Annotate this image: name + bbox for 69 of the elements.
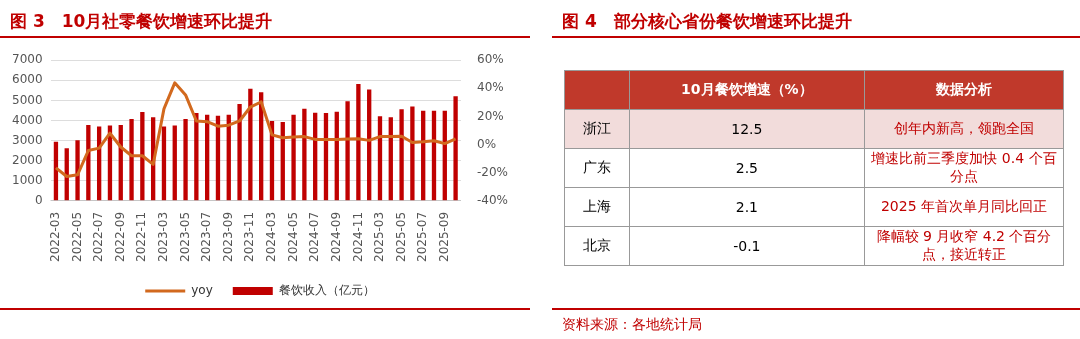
x-tick-label: 2024-07 bbox=[307, 211, 322, 262]
bar bbox=[194, 113, 199, 201]
chart-title: 图 3 10月社零餐饮增速环比提升 bbox=[0, 6, 530, 38]
x-tick-label: 2024-09 bbox=[328, 211, 343, 262]
y-tick-label: 7000 bbox=[11, 52, 43, 67]
x-tick-label: 2022-03 bbox=[48, 211, 63, 262]
x-tick-label: 2025-09 bbox=[436, 211, 451, 262]
x-tick-label: 2023-09 bbox=[220, 211, 235, 262]
bar bbox=[302, 108, 307, 201]
text: 创年内新高，领跑全国 bbox=[864, 109, 1064, 149]
bar bbox=[161, 126, 167, 201]
bar bbox=[129, 118, 134, 201]
x-tick-label: 2024-05 bbox=[285, 211, 300, 262]
y2-tick-label: 0% bbox=[477, 136, 497, 151]
data-label: 2.5 bbox=[629, 148, 865, 188]
bar bbox=[140, 112, 145, 201]
y-tick-label: 1000 bbox=[11, 172, 43, 187]
y2-tick-label: -40% bbox=[477, 192, 509, 207]
x-tick-label: 2023-11 bbox=[242, 211, 257, 262]
x-tick-label: 2025-05 bbox=[393, 211, 408, 262]
bar bbox=[291, 114, 296, 201]
y-tick-label: 5000 bbox=[11, 92, 43, 107]
y-tick-label: 6000 bbox=[11, 72, 43, 87]
x-tick-label: 2025-07 bbox=[415, 211, 430, 262]
bar bbox=[75, 140, 80, 201]
bar bbox=[248, 88, 253, 201]
x-tick-label: 2022-11 bbox=[134, 211, 149, 262]
x-tick-label: 2022-07 bbox=[91, 211, 106, 262]
x-tick-label: 2022-05 bbox=[69, 211, 84, 262]
bar bbox=[237, 104, 242, 201]
text: 数据分析 bbox=[864, 70, 1064, 110]
category-label: 北京 bbox=[564, 226, 630, 266]
x-tick-label: 2023-03 bbox=[156, 211, 171, 262]
data-label: -0.1 bbox=[629, 226, 865, 266]
text: 2025 年首次单月同比回正 bbox=[864, 187, 1064, 227]
x-tick-label: 2023-07 bbox=[199, 211, 214, 262]
bar bbox=[410, 106, 415, 201]
bar bbox=[453, 96, 458, 201]
bar bbox=[172, 125, 177, 201]
y2-tick-label: 20% bbox=[477, 108, 504, 123]
bar bbox=[345, 101, 350, 201]
y2-tick-label: 60% bbox=[477, 52, 504, 67]
bar bbox=[183, 118, 188, 201]
data-label: 12.5 bbox=[629, 109, 865, 149]
y-tick-label: 4000 bbox=[11, 112, 43, 127]
y-tick-label: 2000 bbox=[11, 152, 43, 167]
category-label: 上海 bbox=[564, 187, 630, 227]
text: 增速比前三季度加快 0.4 个百分点 bbox=[864, 148, 1064, 188]
text: 图 4 部分核心省份餐饮增速环比提升 bbox=[552, 6, 1080, 38]
bar bbox=[86, 125, 91, 201]
x-tick-label: 2023-05 bbox=[177, 211, 192, 262]
x-tick-label: 2024-03 bbox=[264, 211, 279, 262]
data-label: 2.1 bbox=[629, 187, 865, 227]
text: 降幅较 9 月收窄 4.2 个百分点，接近转正 bbox=[864, 226, 1064, 266]
y-tick-label: 0 bbox=[34, 192, 43, 207]
category-label: 浙江 bbox=[564, 109, 630, 149]
y2-tick-label: -20% bbox=[477, 164, 509, 179]
y-tick-label: 3000 bbox=[11, 132, 43, 147]
legend-label: 餐饮收入（亿元） bbox=[278, 283, 375, 298]
text: 10月餐饮增速（%） bbox=[629, 70, 865, 110]
x-tick-label: 2024-11 bbox=[350, 211, 365, 262]
text: 资料来源：各地统计局 bbox=[552, 308, 1080, 334]
y2-tick-label: 40% bbox=[477, 80, 504, 95]
x-tick-label: 2025-03 bbox=[372, 211, 387, 262]
bar bbox=[399, 109, 404, 201]
legend-label: yoy bbox=[191, 283, 213, 298]
bar bbox=[356, 83, 361, 201]
category-label: 广东 bbox=[564, 148, 630, 188]
x-tick-label: 2022-09 bbox=[112, 211, 127, 262]
